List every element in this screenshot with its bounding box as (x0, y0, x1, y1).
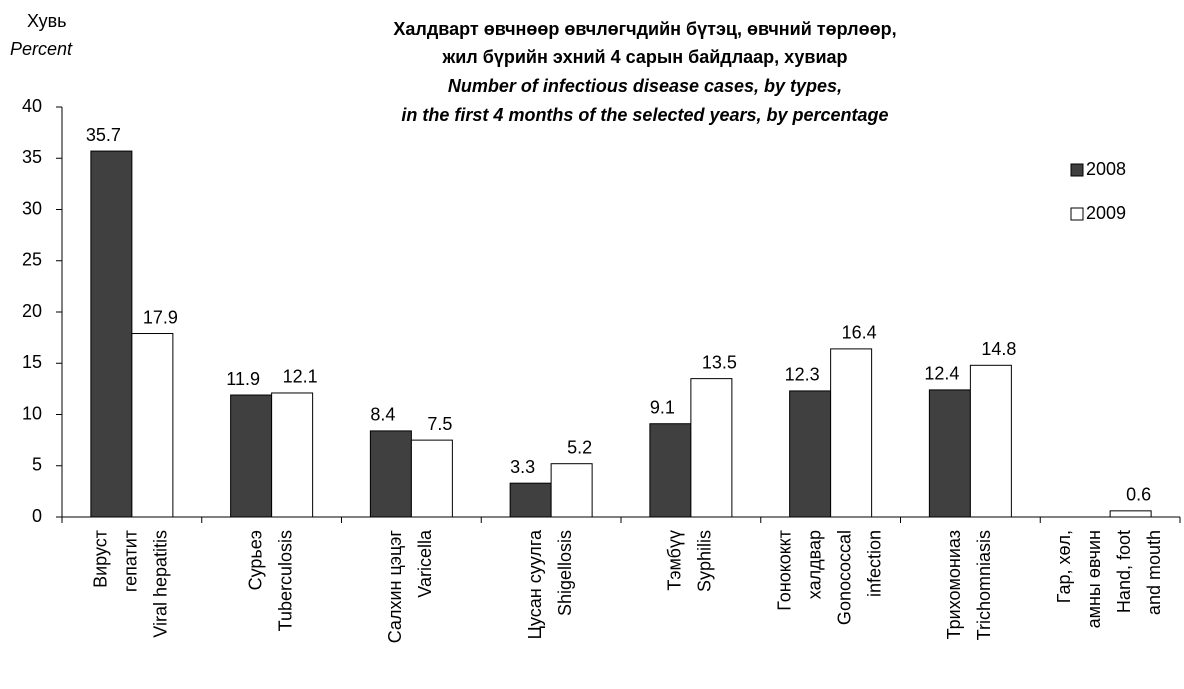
x-tick-label: Вируст (91, 530, 111, 588)
value-label: 11.9 (226, 369, 260, 389)
x-tick-label: Гонококкт (774, 530, 794, 611)
x-tick-label: Сурьеэ (245, 530, 265, 590)
x-tick-label: Viral hepatitis (151, 530, 171, 638)
value-label: 8.4 (370, 405, 395, 425)
bar (90, 150, 133, 518)
y-tick-label: 30 (22, 198, 42, 218)
y-tick-label: 0 (32, 506, 42, 526)
y-tick-label: 25 (22, 250, 42, 270)
legend-swatch (1070, 207, 1084, 221)
value-label: 7.5 (427, 414, 452, 434)
legend-label: 2009 (1086, 203, 1126, 223)
bar (830, 348, 873, 518)
value-label: 12.1 (283, 367, 318, 387)
y-tick-label: 35 (22, 147, 42, 167)
value-label: 35.7 (86, 125, 121, 145)
value-label: 12.4 (924, 364, 959, 384)
bar (928, 389, 971, 518)
bar (969, 364, 1012, 518)
value-label: 13.5 (702, 352, 737, 372)
value-label: 16.4 (842, 323, 877, 343)
value-label: 3.3 (510, 457, 535, 477)
x-tick-label: халдвар (804, 530, 824, 599)
y-tick-label: 5 (32, 455, 42, 475)
bar (690, 378, 733, 518)
bar (271, 392, 314, 518)
y-tick-label: 15 (22, 352, 42, 372)
x-tick-label: Gonococcal (834, 530, 854, 625)
legend-label: 2008 (1086, 159, 1126, 179)
bar (1109, 510, 1152, 518)
x-tick-label: Hand, foot (1114, 530, 1134, 613)
bar (550, 463, 593, 518)
y-axis-label-en: Percent (10, 39, 73, 59)
x-tick-label: Trichomniasis (974, 530, 994, 640)
x-tick-label: гепатит (121, 530, 141, 592)
x-tick-label: Гар, хөл, (1054, 530, 1074, 603)
x-tick-label: Tuberculosis (275, 530, 295, 631)
chart-title: жил бүрийн эхний 4 сарын байдлаар, хувиа… (441, 47, 847, 67)
value-label: 12.3 (785, 365, 820, 385)
x-tick-label: амны өвчин (1084, 530, 1104, 628)
legend-swatch (1070, 163, 1084, 177)
chart-title: Халдварт өвчнөөр өвчлөгчдийн бүтэц, өвчн… (393, 19, 896, 39)
x-tick-label: Shigellosis (555, 530, 575, 616)
value-label: 0.6 (1126, 485, 1151, 505)
x-tick-label: Цусан суулга (525, 529, 545, 639)
bar (410, 439, 453, 518)
bar (230, 394, 273, 518)
y-axis-label: Хувь (27, 11, 67, 31)
bar (509, 482, 552, 518)
bar (649, 423, 692, 518)
x-tick-label: Тэмбүү (665, 530, 685, 591)
chart-subtitle: in the first 4 months of the selected ye… (401, 105, 888, 125)
value-label: 9.1 (650, 397, 675, 417)
value-label: 14.8 (981, 339, 1016, 359)
bar (789, 390, 832, 518)
x-tick-label: Varicella (415, 529, 435, 598)
x-tick-label: Syphilis (695, 530, 715, 592)
x-tick-label: Салхин цэцэг (385, 530, 405, 644)
value-label: 5.2 (567, 437, 592, 457)
y-tick-label: 20 (22, 301, 42, 321)
chart-subtitle: Number of infectious disease cases, by t… (448, 76, 842, 96)
bar (369, 430, 412, 518)
value-label: 17.9 (143, 307, 178, 327)
y-tick-label: 40 (22, 96, 42, 116)
x-tick-label: Трихомониаз (944, 530, 964, 639)
bar (131, 333, 174, 518)
y-tick-label: 10 (22, 403, 42, 423)
x-tick-label: and mouth (1144, 530, 1164, 615)
x-tick-label: infection (864, 530, 884, 597)
